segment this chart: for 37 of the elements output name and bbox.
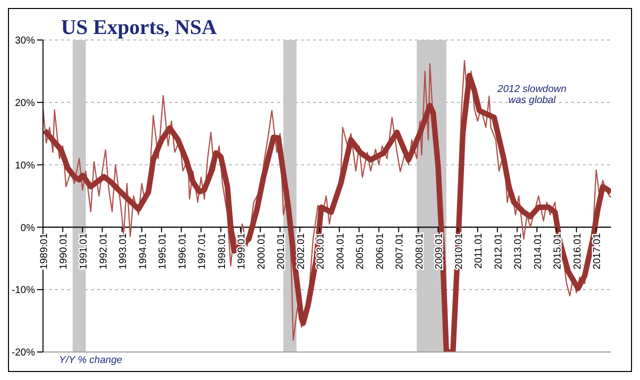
x-tick-label: 1997.01 [197,232,208,270]
x-tick-label: 1991.01 [78,232,90,270]
x-tick-label: 2001.01 [276,232,288,270]
x-tick-label: 2016.01 [572,232,584,270]
x-tick-label: 2013.01 [513,232,524,270]
y-tick-label: 10% [14,160,36,172]
x-tick-label: 2004.01 [335,232,346,270]
x-tick-label: 2003.01 [316,232,327,270]
chart-title: US Exports, NSA [61,15,217,40]
text: Y/Y % change [59,355,122,366]
x-tick-label: 2014.01 [532,232,544,270]
x-tick-label: 1992.01 [98,232,110,270]
annotation: 2012 slowdown was global [496,84,568,106]
x-tick-label: 2008.01 [414,232,426,270]
x-tick-label: 2010.01 [454,232,465,270]
x-tick-label: 2005.01 [355,232,366,270]
y-tick-label: 20% [14,98,36,109]
x-tick-label: 1995.01 [158,232,169,270]
x-tick-label: 1993.01 [118,232,130,270]
x-tick-label: 1994.01 [138,232,149,270]
x-tick-label: 2009.01 [434,232,446,270]
y-tick-label: -10% [12,285,36,296]
x-tick-label: 2000.01 [256,232,268,270]
x-tick-label: 2002.01 [296,232,307,270]
x-tick-label: 2017.01 [592,232,604,270]
y-tick-label: 30% [14,36,36,47]
x-tick-label: 2015.01 [552,232,564,270]
x-tick-label: 2007.01 [394,232,406,270]
x-tick-label: 2012.01 [493,232,504,270]
x-tick-label: 2011.01 [474,232,485,269]
x-tick-label: 2006.01 [374,232,386,270]
x-tick-label: 1998.01 [216,232,228,270]
y-tick-label: 0% [20,222,36,234]
x-tick-label: 1990.01 [58,232,70,270]
y-tick-label: -20% [12,348,36,359]
x-tick-label: 1996.01 [177,232,188,270]
x-tick-label: 1999.01 [236,232,248,270]
